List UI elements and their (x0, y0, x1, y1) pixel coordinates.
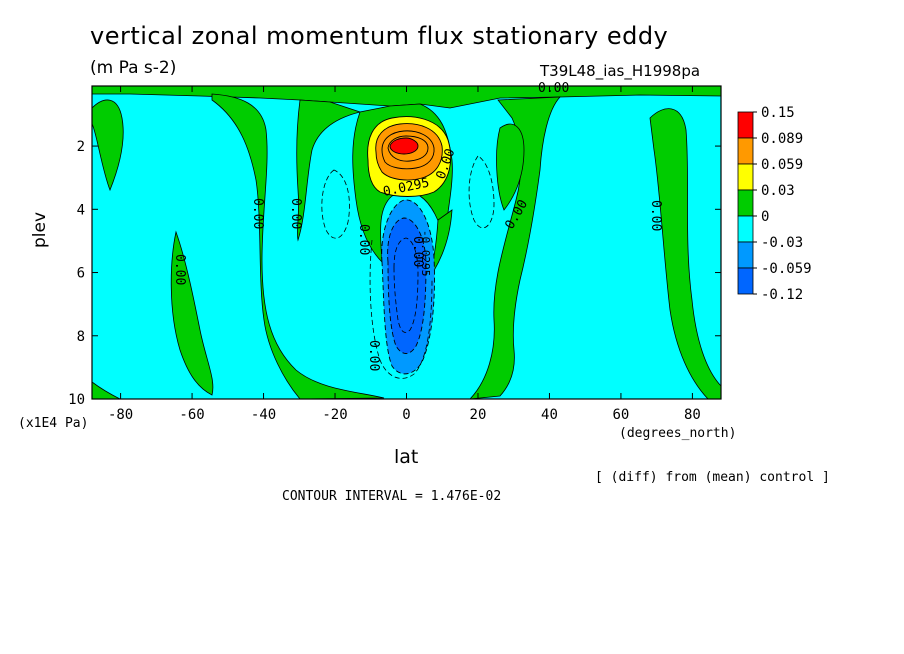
y-axis-units: (x1E4 Pa) (18, 416, 89, 431)
y-tick-label-3: 8 (77, 329, 85, 345)
contour-label-8: 0.00 (648, 200, 663, 231)
field-band-minus80 (92, 99, 124, 192)
chart-units: (m Pa s-2) (90, 58, 177, 78)
colorbar-label-7: -0.12 (761, 287, 803, 303)
colorbar-swatch-4 (737, 215, 754, 243)
field-band-minus65 (170, 230, 214, 396)
colorbar-label-3: 0.03 (761, 183, 795, 199)
colorbar-label-4: 0 (761, 209, 769, 225)
contour-label-5: 0.00 (356, 224, 371, 255)
contour-label-9: 0.00 (366, 340, 381, 371)
x-tick-label-2: -40 (251, 407, 276, 423)
x-tick-label-0: -80 (108, 407, 133, 423)
field-band-plus35 (469, 96, 561, 399)
colorbar-label-5: -0.03 (761, 235, 803, 251)
colorbar-label-6: -0.059 (761, 261, 812, 277)
x-tick-label-5: 20 (470, 407, 487, 423)
chart-title: vertical zonal momentum flux stationary … (90, 22, 669, 50)
y-axis-label: plev (30, 211, 50, 248)
contour-dashed-left (321, 169, 350, 239)
y-tick-label-1: 4 (77, 202, 85, 218)
y-tick-label-2: 6 (77, 266, 85, 282)
field-band-minus30 (296, 99, 362, 242)
x-tick-label-3: -20 (322, 407, 347, 423)
contour-label-11: -0.0295 (419, 230, 432, 276)
x-axis: -80 -60 -40 -20 0 20 40 60 80 (108, 86, 701, 423)
colorbar-label-2: 0.059 (761, 157, 803, 173)
x-axis-label: lat (394, 446, 419, 468)
colorbar-swatch-1 (737, 137, 754, 165)
field-blue-inner (387, 217, 427, 354)
field-red-maximum (389, 137, 419, 155)
contour-label-4: 0.00 (172, 254, 187, 285)
x-tick-label-4: 0 (402, 407, 410, 423)
colorbar-swatch-5 (737, 241, 754, 269)
colorbar-swatch-3 (737, 189, 754, 217)
diff-note: [ (diff) from (mean) control ] (595, 470, 830, 485)
y-tick-label-0: 2 (77, 139, 85, 155)
contour-interval: CONTOUR INTERVAL = 1.476E-02 (282, 489, 502, 504)
x-tick-label-7: 60 (613, 407, 630, 423)
x-tick-label-6: 40 (541, 407, 558, 423)
colorbar: 0.15 0.089 0.059 0.03 0 -0.03 -0.059 -0.12 (737, 105, 812, 303)
contour-label-3: 0.00 (288, 198, 303, 229)
contour-label-2: 0.00 (250, 198, 265, 229)
contour-label-10: 0.00 (410, 236, 425, 267)
colorbar-swatch-6 (737, 267, 754, 295)
colorbar-swatch-2 (737, 163, 754, 191)
y-axis: 2 4 6 8 10 (68, 139, 721, 408)
field-band-minus40 (211, 93, 385, 399)
x-tick-label-1: -60 (179, 407, 204, 423)
field-corner-left (92, 381, 121, 399)
y-tick-label-4: 10 (68, 392, 85, 408)
contour-label-0: 0.00 (538, 81, 569, 96)
contour-labels: 0.00 0.0295 0.00 0.00 0.00 0.00 0.00 0.0… (172, 81, 663, 371)
colorbar-swatch-0 (737, 111, 754, 139)
field-band-plus30-island (496, 123, 525, 211)
x-tick-label-8: 80 (684, 407, 701, 423)
run-label: T39L48_ias_H1998pa (540, 62, 701, 80)
colorbar-label-0: 0.15 (761, 105, 795, 121)
field-band-plus72 (649, 108, 721, 399)
x-axis-units: (degrees_north) (619, 426, 737, 441)
contour-dashed-right (468, 155, 495, 229)
contour-dashed-outer (369, 239, 433, 379)
colorbar-label-1: 0.089 (761, 131, 803, 147)
